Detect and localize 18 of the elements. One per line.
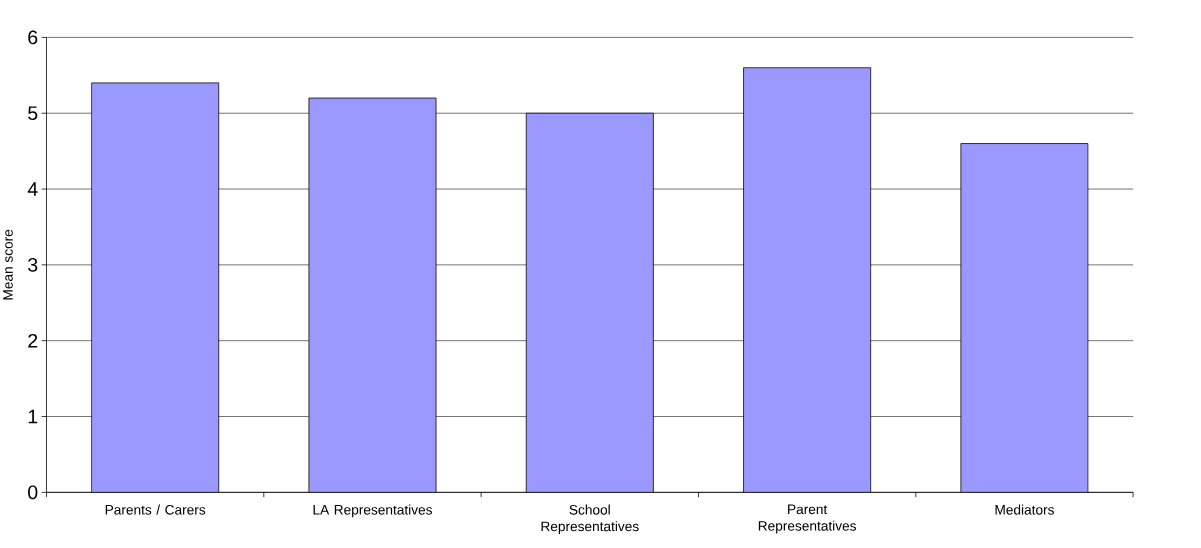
bar	[91, 83, 219, 493]
y-tick-label: 6	[28, 30, 38, 45]
x-tick-label: Mediators	[995, 504, 1054, 515]
bar	[743, 67, 871, 493]
y-tick-label: 3	[28, 258, 38, 272]
y-tick-label: 1	[28, 409, 38, 424]
x-tick-label: LA Representatives	[313, 504, 432, 518]
x-tick-label: Parent Representatives	[758, 504, 856, 534]
x-tick-label: Parents / Carers	[105, 504, 206, 515]
bar	[960, 143, 1089, 493]
bar	[526, 113, 654, 493]
y-axis-title: Mean score	[3, 229, 13, 300]
y-tick-label: 4	[27, 182, 38, 196]
y-tick-label: 0	[28, 485, 38, 500]
y-tick-label: 2	[28, 334, 38, 348]
y-tick-label: 5	[28, 106, 38, 121]
x-tick-label: School Representatives	[541, 504, 639, 535]
bar	[308, 98, 437, 493]
